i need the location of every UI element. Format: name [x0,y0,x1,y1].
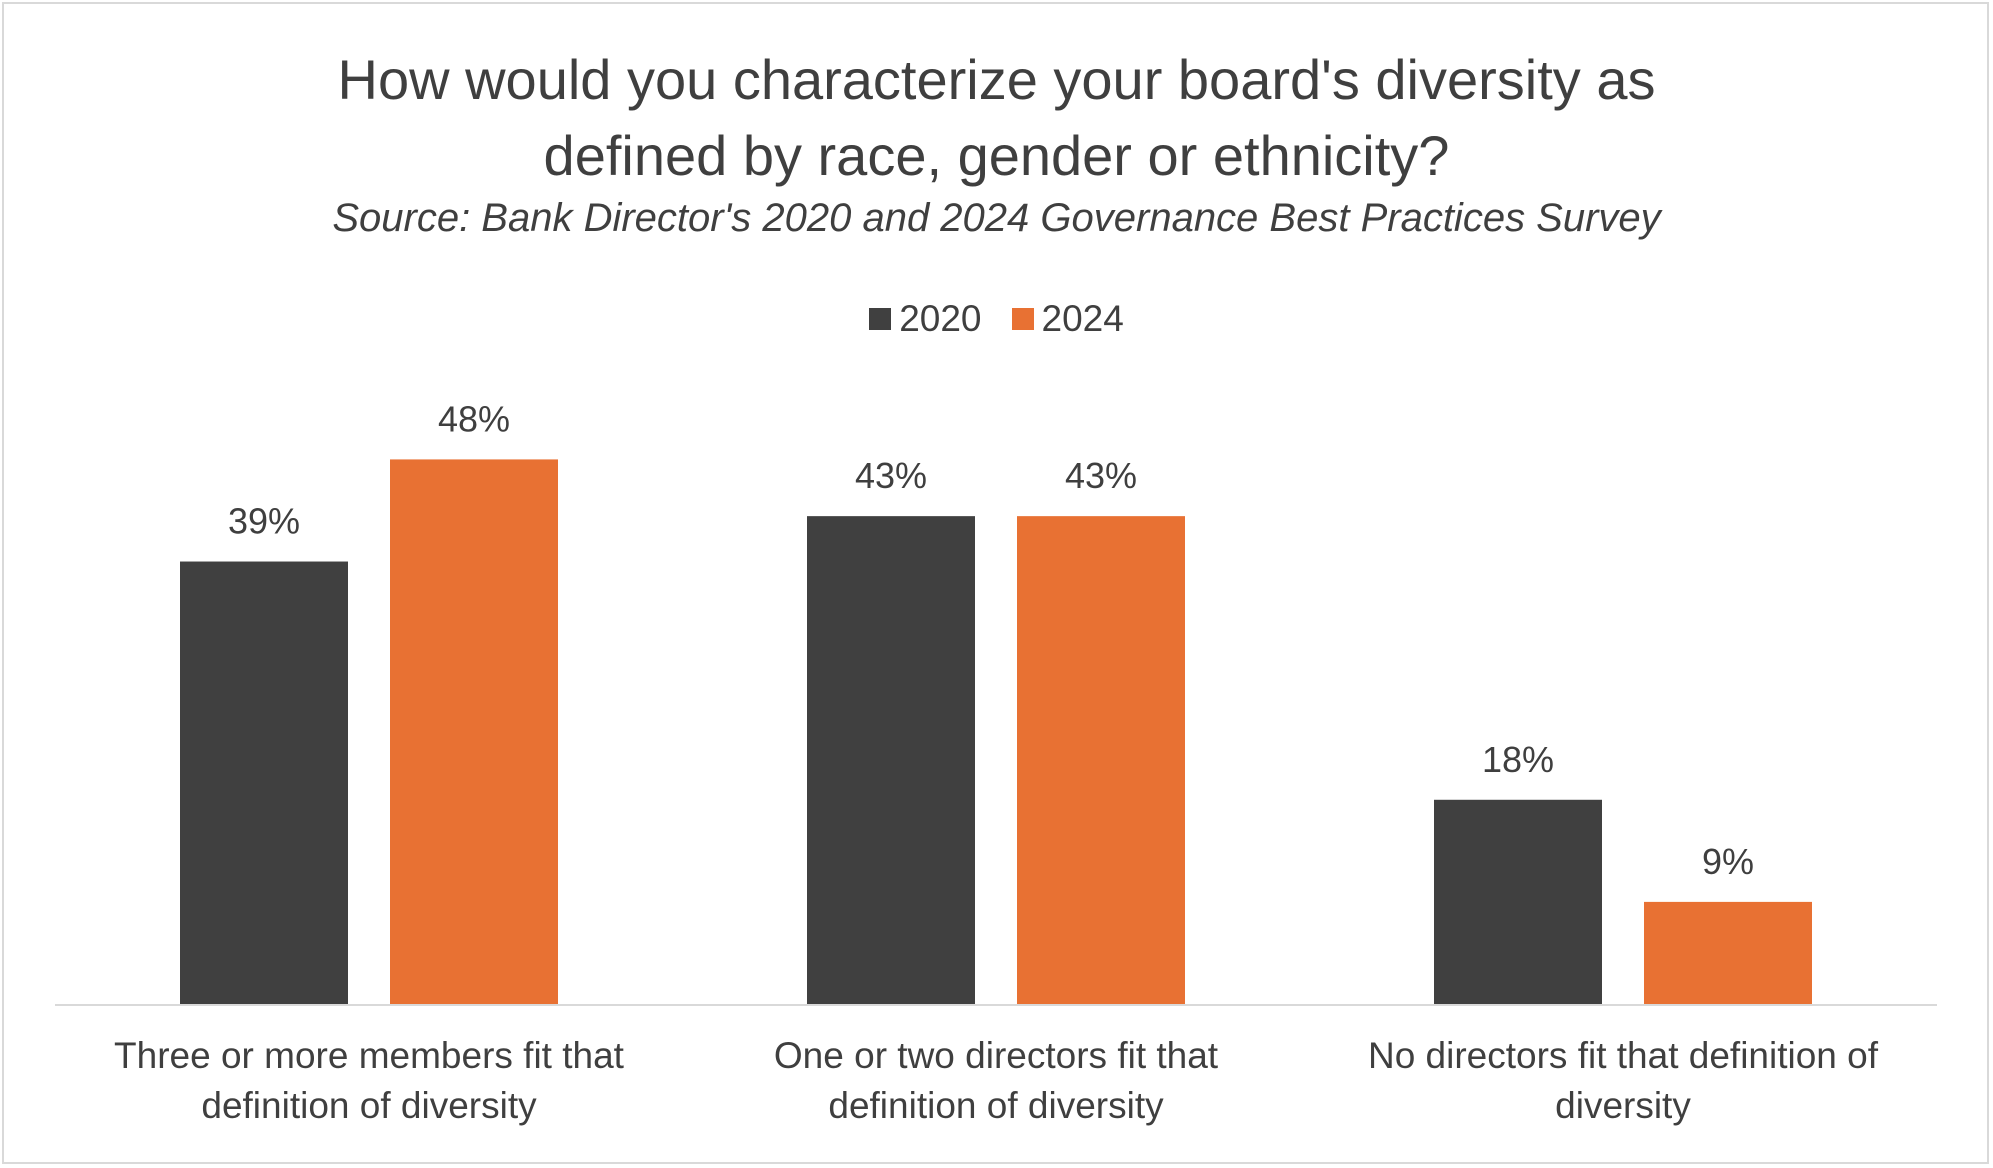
legend-label-2024: 2024 [1041,298,1124,339]
chart-title-line-1: How would you characterize your board's … [337,48,1656,111]
chart-title-line-2: defined by race, gender or ethnicity? [543,124,1450,187]
category-label-line: No directors fit that definition of [1367,1035,1879,1076]
chart-legend: 2020 2024 [0,298,1993,340]
data-label-2024-0: 48% [438,398,510,439]
data-label-2024-2: 9% [1702,841,1754,882]
data-label-2024-1: 43% [1065,455,1137,496]
legend-item-2024: 2024 [1011,298,1124,340]
legend-item-2020: 2020 [869,298,982,340]
category-label-no-directors: No directors fit that definition of dive… [1323,1031,1923,1131]
bar-2020-2 [1434,799,1602,1004]
chart-subtitle: Source: Bank Director's 2020 and 2024 Go… [332,196,1661,240]
category-label-three-or-more: Three or more members fit that definitio… [69,1031,669,1131]
data-label-2020-1: 43% [855,455,927,496]
category-label-line: definition of diversity [201,1085,537,1126]
legend-label-2020: 2020 [899,298,982,339]
category-label-line: diversity [1555,1085,1691,1126]
category-label-one-or-two: One or two directors fit that definition… [696,1031,1296,1131]
chart-title: How would you characterize your board's … [0,42,1993,194]
category-label-line: One or two directors fit that [773,1035,1219,1076]
category-label-line: Three or more members fit that [114,1035,624,1076]
legend-swatch-2020 [869,308,892,330]
bar-2020-1 [807,516,975,1004]
data-label-2020-0: 39% [228,501,300,542]
bar-2024-2 [1644,901,1812,1004]
category-label-line: definition of diversity [828,1085,1164,1126]
bar-2024-0 [390,459,558,1004]
data-label-2020-2: 18% [1482,739,1554,780]
legend-swatch-2024 [1011,308,1034,330]
bar-2020-0 [180,561,348,1004]
bar-2024-1 [1017,516,1185,1004]
